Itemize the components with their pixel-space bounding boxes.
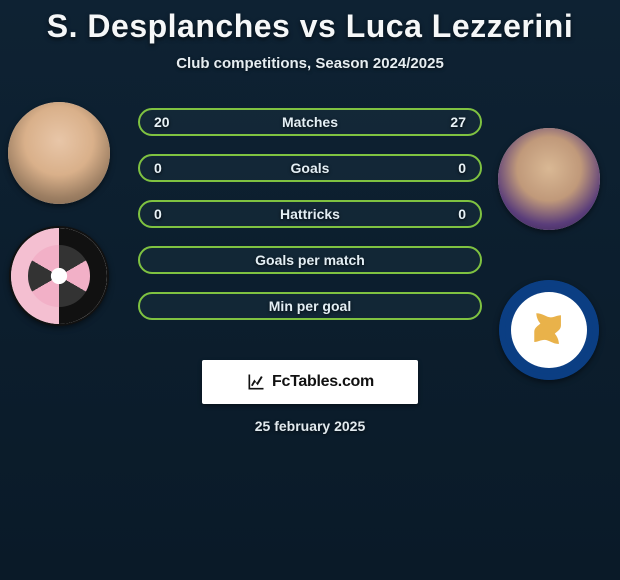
page-title: S. Desplanches vs Luca Lezzerini [0,8,620,45]
middle-section: 20 Matches 27 0 Goals 0 0 Hattricks 0 Go… [0,108,620,434]
stat-row-matches: 20 Matches 27 [138,108,482,136]
stat-label: Matches [282,114,338,130]
stat-label: Goals per match [255,252,365,268]
stat-right-value: 0 [458,206,466,222]
brand-text: FcTables.com [272,373,374,391]
stat-left-value: 0 [154,206,162,222]
stat-left-value: 20 [154,114,170,130]
stat-label: Hattricks [280,206,340,222]
date-text: 25 february 2025 [0,418,620,434]
face-placeholder-icon [498,128,600,230]
chart-icon [246,372,266,392]
stat-row-min-per-goal: Min per goal [138,292,482,320]
stat-label: Goals [291,160,330,176]
club-right-badge [499,280,599,380]
player-right-avatar [498,128,600,230]
left-player-column [8,102,110,326]
stat-row-goals: 0 Goals 0 [138,154,482,182]
club-crest-icon [499,280,599,380]
stat-right-value: 27 [450,114,466,130]
comparison-card: S. Desplanches vs Luca Lezzerini Club co… [0,0,620,434]
stat-label: Min per goal [269,298,351,314]
stat-left-value: 0 [154,160,162,176]
player-left-avatar [8,102,110,204]
face-placeholder-icon [8,102,110,204]
brand-badge: FcTables.com [202,360,418,404]
stat-row-goals-per-match: Goals per match [138,246,482,274]
right-player-column [498,128,600,380]
page-subtitle: Club competitions, Season 2024/2025 [0,55,620,72]
stat-row-hattricks: 0 Hattricks 0 [138,200,482,228]
stat-bars: 20 Matches 27 0 Goals 0 0 Hattricks 0 Go… [138,108,482,320]
club-crest-icon [11,228,107,324]
stat-right-value: 0 [458,160,466,176]
club-left-badge [9,226,109,326]
